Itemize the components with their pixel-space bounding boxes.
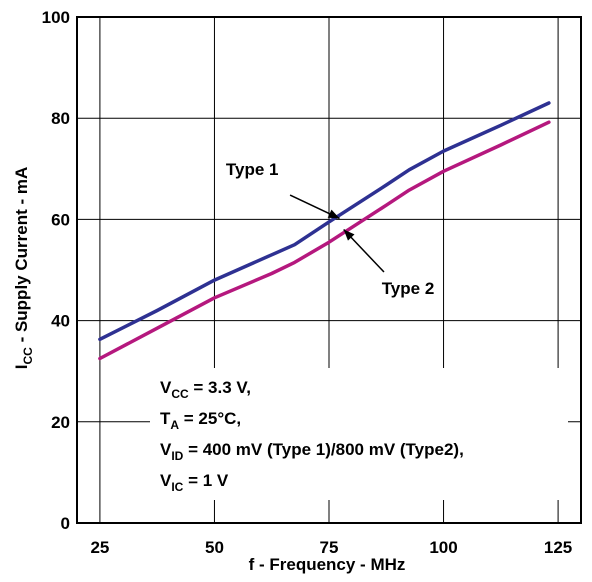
annotation-arrowhead-2 (343, 229, 355, 241)
condition-segment: = 25°C, (179, 409, 241, 428)
series-group (98, 101, 551, 361)
x-tick-label: 75 (320, 538, 339, 557)
y-axis-title-sub: CC (21, 347, 35, 365)
annotation-arrowhead-1 (327, 209, 340, 219)
condition-segment: V (160, 440, 172, 459)
condition-segment: V (160, 471, 172, 490)
x-tick-label: 25 (90, 538, 109, 557)
condition-line-3: VID = 400 mV (Type 1)/800 mV (Type2), (160, 440, 464, 463)
condition-segment: CC (171, 387, 189, 401)
test-conditions: VCC = 3.3 V,TA = 25°C,VID = 400 mV (Type… (160, 378, 464, 494)
y-tick-label: 20 (51, 413, 70, 432)
condition-segment: = 1 V (183, 471, 229, 490)
x-tick-label: 100 (429, 538, 457, 557)
condition-segment: A (170, 418, 179, 432)
tick-labels: 25 50 75 100 125 0 20 40 60 80 100 (42, 8, 573, 557)
y-tick-label: 60 (51, 210, 70, 229)
annotations: Type 1 Type 2 (226, 160, 434, 298)
series-line-1 (98, 101, 551, 342)
y-axis-title-main: I (12, 365, 31, 370)
condition-line-4: VIC = 1 V (160, 471, 229, 494)
y-tick-label: 80 (51, 109, 70, 128)
y-tick-label: 40 (51, 312, 70, 331)
y-tick-label: 0 (61, 514, 70, 533)
conditions-background (150, 368, 568, 500)
y-axis-title-rest: - Supply Current - mA (12, 167, 31, 347)
condition-segment: IC (171, 480, 183, 494)
condition-segment: T (160, 409, 171, 428)
plot-frame (76, 16, 582, 524)
condition-line-2: TA = 25°C, (160, 409, 241, 432)
condition-segment: = 400 mV (Type 1)/800 mV (Type2), (183, 440, 463, 459)
condition-segment: ID (171, 449, 183, 463)
x-axis-title: f - Frequency - MHz (249, 555, 406, 574)
x-tick-label: 125 (544, 538, 572, 557)
condition-segment: V (160, 378, 172, 397)
series-annotation-label-1: Type 1 (226, 160, 279, 179)
x-tick-label: 50 (205, 538, 224, 557)
series-annotation-label-2: Type 2 (382, 279, 435, 298)
condition-segment: = 3.3 V, (189, 378, 251, 397)
condition-line-1: VCC = 3.3 V, (160, 378, 251, 401)
y-axis-title: ICC - Supply Current - mA (12, 167, 35, 369)
series-line-2 (98, 120, 551, 361)
y-tick-label: 100 (42, 8, 70, 27)
